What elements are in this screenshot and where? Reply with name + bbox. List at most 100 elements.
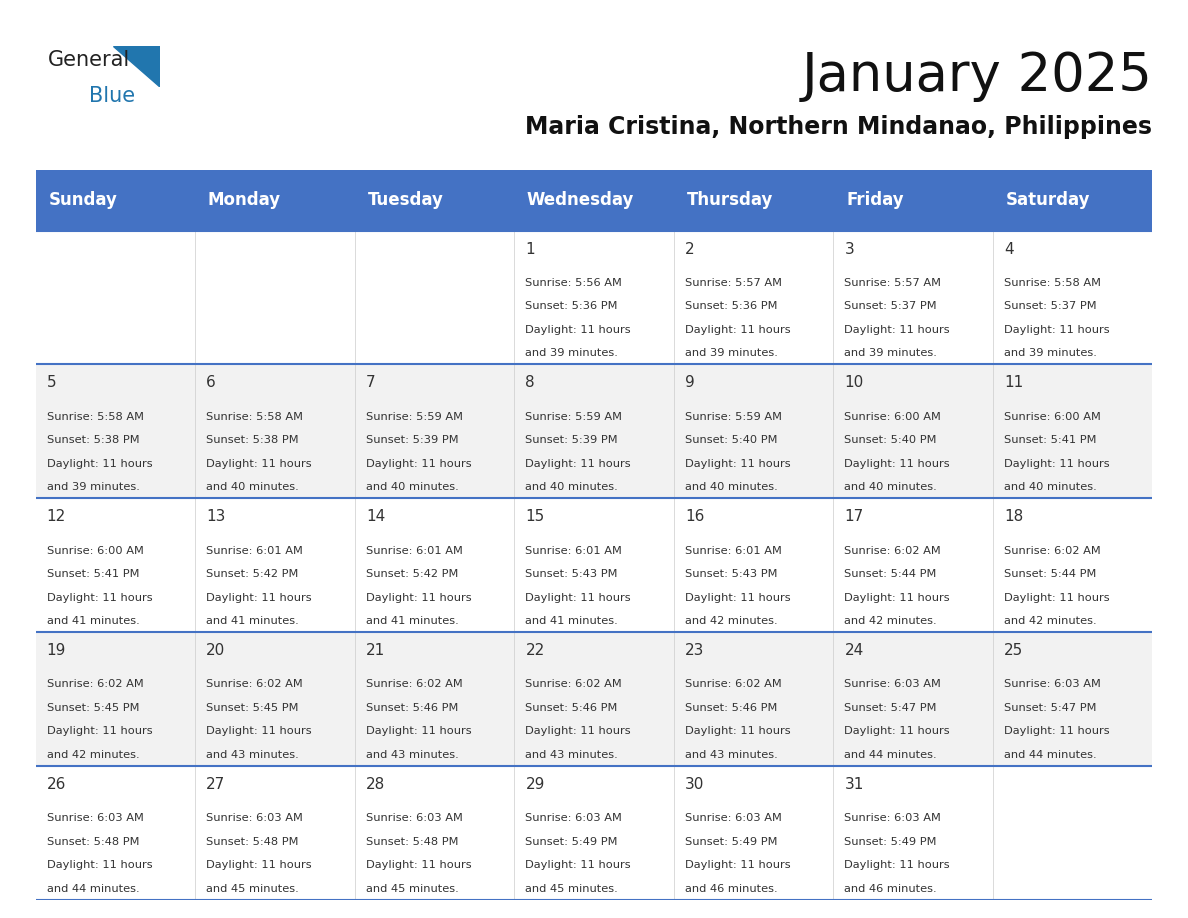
Text: Sunrise: 6:03 AM: Sunrise: 6:03 AM bbox=[1004, 679, 1101, 689]
FancyBboxPatch shape bbox=[993, 170, 1152, 230]
Text: Sunrise: 6:02 AM: Sunrise: 6:02 AM bbox=[525, 679, 623, 689]
Text: Sunrise: 5:58 AM: Sunrise: 5:58 AM bbox=[46, 412, 144, 422]
Text: Daylight: 11 hours: Daylight: 11 hours bbox=[525, 459, 631, 469]
Text: Sunset: 5:46 PM: Sunset: 5:46 PM bbox=[685, 703, 777, 713]
Text: and 39 minutes.: and 39 minutes. bbox=[845, 348, 937, 358]
FancyBboxPatch shape bbox=[514, 364, 674, 498]
Text: Daylight: 11 hours: Daylight: 11 hours bbox=[685, 459, 790, 469]
Text: 9: 9 bbox=[685, 375, 695, 390]
Text: Sunset: 5:46 PM: Sunset: 5:46 PM bbox=[366, 703, 459, 713]
Text: Daylight: 11 hours: Daylight: 11 hours bbox=[845, 592, 950, 602]
Text: and 39 minutes.: and 39 minutes. bbox=[1004, 348, 1097, 358]
FancyBboxPatch shape bbox=[195, 633, 355, 766]
FancyBboxPatch shape bbox=[514, 633, 674, 766]
Text: Sunset: 5:36 PM: Sunset: 5:36 PM bbox=[685, 301, 777, 311]
Text: Sunset: 5:39 PM: Sunset: 5:39 PM bbox=[366, 435, 459, 445]
FancyBboxPatch shape bbox=[355, 364, 514, 498]
Text: Sunset: 5:40 PM: Sunset: 5:40 PM bbox=[845, 435, 937, 445]
Text: Sunset: 5:45 PM: Sunset: 5:45 PM bbox=[46, 703, 139, 713]
FancyBboxPatch shape bbox=[674, 364, 833, 498]
Text: Sunset: 5:46 PM: Sunset: 5:46 PM bbox=[525, 703, 618, 713]
Text: Sunset: 5:42 PM: Sunset: 5:42 PM bbox=[207, 569, 298, 579]
FancyBboxPatch shape bbox=[833, 364, 993, 498]
Text: Sunrise: 5:59 AM: Sunrise: 5:59 AM bbox=[525, 412, 623, 422]
FancyBboxPatch shape bbox=[674, 498, 833, 633]
Text: and 40 minutes.: and 40 minutes. bbox=[525, 482, 618, 492]
Text: Sunrise: 6:01 AM: Sunrise: 6:01 AM bbox=[525, 545, 623, 555]
Text: Daylight: 11 hours: Daylight: 11 hours bbox=[525, 860, 631, 870]
Text: 31: 31 bbox=[845, 777, 864, 792]
Text: Maria Cristina, Northern Mindanao, Philippines: Maria Cristina, Northern Mindanao, Phili… bbox=[525, 115, 1152, 139]
Text: and 44 minutes.: and 44 minutes. bbox=[845, 750, 937, 760]
Text: Monday: Monday bbox=[208, 191, 282, 209]
Text: Daylight: 11 hours: Daylight: 11 hours bbox=[46, 459, 152, 469]
Text: and 45 minutes.: and 45 minutes. bbox=[525, 883, 618, 893]
FancyBboxPatch shape bbox=[993, 766, 1152, 900]
FancyBboxPatch shape bbox=[993, 633, 1152, 766]
FancyBboxPatch shape bbox=[674, 230, 833, 364]
Text: 10: 10 bbox=[845, 375, 864, 390]
FancyBboxPatch shape bbox=[674, 633, 833, 766]
Text: 13: 13 bbox=[207, 509, 226, 524]
FancyBboxPatch shape bbox=[514, 766, 674, 900]
Text: Sunrise: 6:01 AM: Sunrise: 6:01 AM bbox=[685, 545, 782, 555]
FancyBboxPatch shape bbox=[833, 230, 993, 364]
FancyBboxPatch shape bbox=[993, 230, 1152, 364]
Text: and 41 minutes.: and 41 minutes. bbox=[366, 616, 459, 626]
FancyBboxPatch shape bbox=[195, 498, 355, 633]
FancyBboxPatch shape bbox=[355, 230, 514, 364]
Text: Sunrise: 6:01 AM: Sunrise: 6:01 AM bbox=[207, 545, 303, 555]
Text: and 42 minutes.: and 42 minutes. bbox=[685, 616, 778, 626]
Text: and 39 minutes.: and 39 minutes. bbox=[685, 348, 778, 358]
Text: Daylight: 11 hours: Daylight: 11 hours bbox=[845, 860, 950, 870]
FancyBboxPatch shape bbox=[36, 766, 195, 900]
Text: Sunset: 5:43 PM: Sunset: 5:43 PM bbox=[525, 569, 618, 579]
Text: General: General bbox=[48, 50, 129, 70]
Text: Sunset: 5:37 PM: Sunset: 5:37 PM bbox=[845, 301, 937, 311]
Polygon shape bbox=[113, 46, 160, 87]
Text: Sunrise: 6:02 AM: Sunrise: 6:02 AM bbox=[1004, 545, 1101, 555]
Text: Sunset: 5:48 PM: Sunset: 5:48 PM bbox=[46, 836, 139, 846]
Text: 4: 4 bbox=[1004, 241, 1013, 257]
Text: 14: 14 bbox=[366, 509, 385, 524]
Text: 27: 27 bbox=[207, 777, 226, 792]
Text: Sunrise: 6:03 AM: Sunrise: 6:03 AM bbox=[845, 813, 941, 823]
Text: and 46 minutes.: and 46 minutes. bbox=[685, 883, 778, 893]
Text: and 44 minutes.: and 44 minutes. bbox=[46, 883, 139, 893]
Text: and 40 minutes.: and 40 minutes. bbox=[685, 482, 778, 492]
Text: and 44 minutes.: and 44 minutes. bbox=[1004, 750, 1097, 760]
Text: 17: 17 bbox=[845, 509, 864, 524]
Text: Sunrise: 6:03 AM: Sunrise: 6:03 AM bbox=[46, 813, 144, 823]
Text: 20: 20 bbox=[207, 643, 226, 658]
Text: Sunset: 5:47 PM: Sunset: 5:47 PM bbox=[845, 703, 937, 713]
FancyBboxPatch shape bbox=[993, 364, 1152, 498]
Text: Daylight: 11 hours: Daylight: 11 hours bbox=[207, 459, 312, 469]
Text: Daylight: 11 hours: Daylight: 11 hours bbox=[525, 325, 631, 335]
Text: 12: 12 bbox=[46, 509, 67, 524]
Text: Daylight: 11 hours: Daylight: 11 hours bbox=[366, 592, 472, 602]
Text: Daylight: 11 hours: Daylight: 11 hours bbox=[845, 726, 950, 736]
FancyBboxPatch shape bbox=[993, 498, 1152, 633]
Text: Daylight: 11 hours: Daylight: 11 hours bbox=[366, 726, 472, 736]
Text: Sunrise: 6:03 AM: Sunrise: 6:03 AM bbox=[366, 813, 463, 823]
Text: Sunset: 5:44 PM: Sunset: 5:44 PM bbox=[1004, 569, 1097, 579]
FancyBboxPatch shape bbox=[674, 766, 833, 900]
Text: Sunset: 5:49 PM: Sunset: 5:49 PM bbox=[685, 836, 777, 846]
Text: Sunrise: 6:01 AM: Sunrise: 6:01 AM bbox=[366, 545, 463, 555]
Text: Daylight: 11 hours: Daylight: 11 hours bbox=[46, 592, 152, 602]
Text: Sunrise: 5:57 AM: Sunrise: 5:57 AM bbox=[685, 278, 782, 288]
Text: Sunrise: 6:03 AM: Sunrise: 6:03 AM bbox=[845, 679, 941, 689]
Text: Sunset: 5:45 PM: Sunset: 5:45 PM bbox=[207, 703, 299, 713]
Text: Sunrise: 5:59 AM: Sunrise: 5:59 AM bbox=[685, 412, 782, 422]
FancyBboxPatch shape bbox=[514, 498, 674, 633]
Text: and 45 minutes.: and 45 minutes. bbox=[366, 883, 459, 893]
Text: Sunset: 5:41 PM: Sunset: 5:41 PM bbox=[1004, 435, 1097, 445]
Text: 26: 26 bbox=[46, 777, 67, 792]
FancyBboxPatch shape bbox=[833, 766, 993, 900]
Text: Daylight: 11 hours: Daylight: 11 hours bbox=[685, 592, 790, 602]
Text: Sunrise: 6:02 AM: Sunrise: 6:02 AM bbox=[46, 679, 144, 689]
Text: Sunrise: 5:58 AM: Sunrise: 5:58 AM bbox=[1004, 278, 1101, 288]
Text: Sunset: 5:39 PM: Sunset: 5:39 PM bbox=[525, 435, 618, 445]
Text: Daylight: 11 hours: Daylight: 11 hours bbox=[366, 860, 472, 870]
Text: and 43 minutes.: and 43 minutes. bbox=[685, 750, 778, 760]
